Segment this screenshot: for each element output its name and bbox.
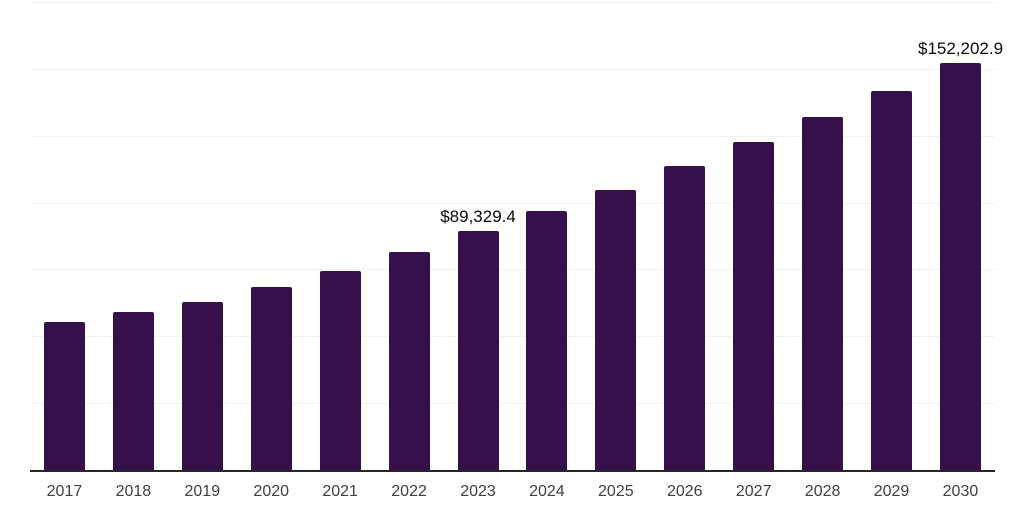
gridline bbox=[30, 135, 995, 137]
x-tick-label-2028: 2028 bbox=[804, 483, 841, 500]
x-tick-label-2017: 2017 bbox=[46, 483, 83, 500]
bar-2030 bbox=[940, 62, 982, 470]
x-tick-label-2030: 2030 bbox=[942, 483, 979, 500]
bar-2022 bbox=[388, 252, 430, 470]
gridline bbox=[30, 2, 995, 3]
bar-2027 bbox=[733, 141, 775, 470]
x-tick-label-2022: 2022 bbox=[391, 483, 427, 500]
bar-2018 bbox=[112, 311, 154, 470]
plot-area: $89,329.4 $152,202.9 bbox=[30, 0, 1003, 472]
data-label-2030: $152,202.9 bbox=[917, 38, 1004, 58]
gridline bbox=[30, 336, 995, 338]
x-tick-label-2023: 2023 bbox=[460, 483, 496, 500]
bar-2017 bbox=[43, 321, 85, 470]
x-tick-label-2021: 2021 bbox=[322, 483, 358, 500]
data-label-2023: $89,329.4 bbox=[440, 207, 516, 227]
gridline bbox=[30, 269, 995, 271]
gridline bbox=[30, 202, 995, 204]
x-axis-labels: 2017 2018 2019 2020 2021 2022 2023 2024 2025 2026… bbox=[30, 483, 995, 501]
bar-2028 bbox=[802, 117, 844, 470]
x-tick-label-2025: 2025 bbox=[598, 483, 634, 500]
bar-2023 bbox=[457, 231, 499, 470]
bar-2019 bbox=[181, 301, 223, 470]
bar-2029 bbox=[871, 90, 913, 470]
bar-2024 bbox=[526, 210, 568, 470]
gridline bbox=[30, 403, 995, 405]
x-tick-label-2026: 2026 bbox=[666, 483, 703, 500]
x-tick-label-2018: 2018 bbox=[115, 483, 152, 500]
x-tick-label-2029: 2029 bbox=[873, 483, 910, 500]
x-axis-line bbox=[30, 470, 995, 472]
bar-2025 bbox=[595, 189, 637, 470]
bar-2026 bbox=[664, 166, 706, 470]
bar-2021 bbox=[319, 271, 361, 470]
x-tick-label-2020: 2020 bbox=[253, 483, 290, 500]
bar-2020 bbox=[250, 287, 292, 470]
x-tick-label-2019: 2019 bbox=[184, 483, 221, 500]
gridline bbox=[30, 68, 995, 70]
x-tick-label-2027: 2027 bbox=[735, 483, 772, 500]
x-tick-label-2024: 2024 bbox=[529, 483, 565, 500]
